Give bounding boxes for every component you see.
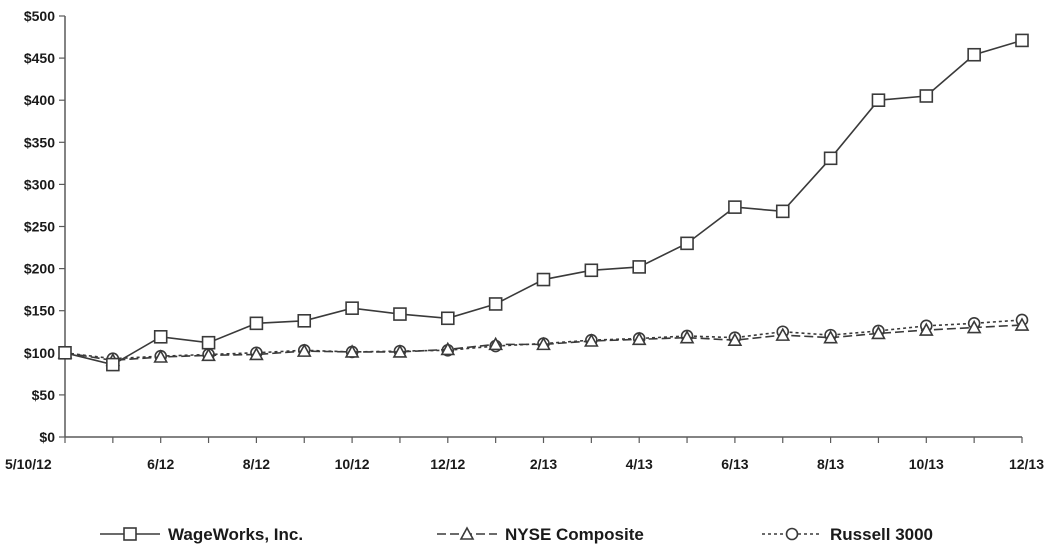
data-point [966, 319, 982, 334]
x-tick-label: 2/13 [530, 456, 557, 472]
x-tick-label: 12/12 [430, 456, 465, 472]
data-point [632, 260, 647, 274]
data-point [296, 343, 312, 357]
data-point [488, 336, 503, 351]
legend-item: WageWorks, Inc. [100, 525, 303, 544]
x-tick-label: 10/13 [909, 456, 944, 472]
x-tick-label: 10/12 [335, 456, 370, 472]
y-tick-label: $450 [24, 50, 55, 66]
data-point [536, 336, 551, 351]
x-tick-label: 8/12 [243, 456, 270, 472]
data-point [393, 307, 407, 321]
x-tick-label: 5/10/12 [5, 456, 52, 472]
data-point [106, 357, 120, 372]
data-point [775, 204, 790, 219]
data-point [345, 301, 359, 315]
y-tick-label: $500 [24, 8, 55, 24]
y-tick-label: $350 [24, 134, 55, 150]
y-tick-label: $50 [32, 387, 56, 403]
data-point [728, 200, 742, 214]
data-point [249, 316, 264, 331]
data-point [201, 335, 216, 350]
y-tick-label: $300 [24, 176, 55, 192]
data-point [871, 93, 886, 107]
data-point [871, 325, 886, 340]
y-tick-label: $150 [24, 303, 55, 319]
legend-marker-triangle [459, 526, 475, 540]
data-point [823, 329, 838, 344]
data-point [58, 345, 72, 360]
data-point [727, 332, 743, 346]
x-axis-ticks: 5/10/12 6/12 8/12 10/12 12/12 2/13 4/13 6/13 8/1… [5, 437, 1044, 472]
chart-axes [64, 16, 1022, 438]
data-point [153, 330, 168, 344]
data-point [201, 347, 216, 362]
data-point [967, 47, 981, 62]
data-point [249, 346, 264, 361]
data-point [536, 272, 551, 287]
x-tick-label: 8/13 [817, 456, 844, 472]
x-tick-label: 6/12 [147, 456, 174, 472]
chart-legend: WageWorks, Inc. NYSE Composite Russell 300… [100, 525, 933, 544]
legend-marker-square [123, 527, 137, 541]
data-point [679, 329, 695, 344]
data-point [584, 263, 599, 278]
data-point [392, 344, 408, 358]
series-line [64, 324, 1023, 362]
y-tick-label: $0 [39, 429, 55, 445]
y-tick-label: $400 [24, 92, 55, 108]
legend-label: NYSE Composite [505, 525, 644, 544]
y-tick-label: $200 [24, 261, 55, 277]
data-point [440, 341, 456, 356]
legend-marker-circle [785, 527, 799, 541]
legend-item: NYSE Composite [437, 525, 644, 544]
data-point [631, 331, 647, 346]
data-point [1015, 33, 1029, 48]
legend-label: WageWorks, Inc. [168, 525, 303, 544]
data-point [918, 322, 934, 336]
y-tick-label: $100 [24, 345, 55, 361]
data-point [1014, 317, 1030, 331]
data-point [440, 311, 455, 326]
series-square [58, 33, 1029, 372]
series-triangle [57, 317, 1030, 367]
y-tick-label: $250 [24, 219, 55, 235]
series-line [64, 39, 1023, 366]
legend-item: Russell 3000 [762, 525, 933, 544]
data-point [488, 297, 503, 311]
data-point [680, 236, 694, 251]
x-tick-label: 4/13 [626, 456, 653, 472]
x-tick-label: 12/13 [1009, 456, 1044, 472]
data-point [823, 151, 838, 166]
data-point [584, 333, 599, 347]
series-layer [57, 33, 1030, 372]
data-point [297, 314, 312, 328]
legend-label: Russell 3000 [830, 525, 933, 544]
series-line [64, 319, 1023, 360]
data-point [919, 89, 934, 103]
data-point [344, 344, 360, 358]
y-axis-ticks: $0 $50 $100 $150 $200 $250 $300 $350 $400 $450 $50… [24, 8, 65, 445]
x-tick-label: 6/13 [721, 456, 748, 472]
data-point [775, 327, 791, 341]
data-point [153, 349, 169, 363]
